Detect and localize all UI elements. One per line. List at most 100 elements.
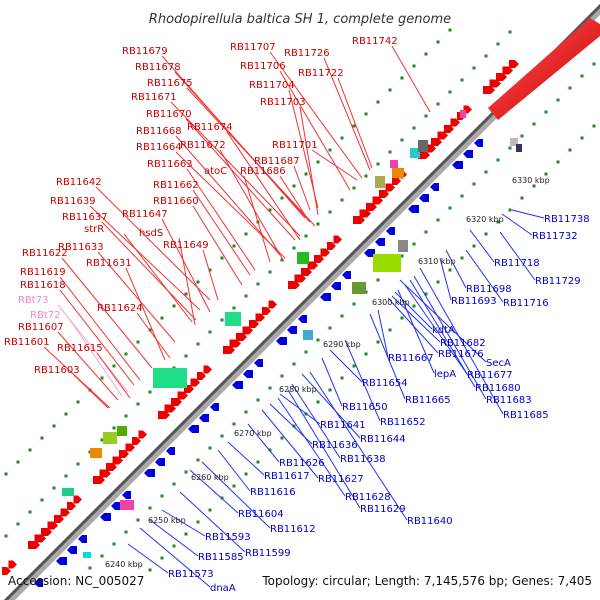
reverse-gene-arrow [188,425,199,433]
grid-dot [400,316,404,320]
grid-dot [88,566,92,570]
feature-box [117,426,127,436]
reverse-label-leader [397,289,435,374]
forward-label-leader [125,267,166,361]
forward-label-leader [219,149,284,261]
feature-box [225,312,241,326]
reverse-gene-arrow [34,579,43,587]
grid-dot [532,184,536,188]
reverse-label-leader [501,213,533,236]
reverse-gene-arrow [254,359,263,367]
grid-dot [172,544,176,548]
scale-tick-label: 6330 kbp [512,176,550,185]
scale-tick-label: 6250 kbp [148,516,186,525]
grid-dot [4,472,8,476]
forward-gene-label: RBt72 [30,310,60,321]
scale-tick-label: 6280 kbp [279,385,317,394]
grid-dot [376,162,380,166]
grid-dot [208,330,212,334]
grid-dot [256,398,260,402]
grid-dot [76,462,80,466]
grid-dot [460,256,464,260]
forward-label-leader [59,289,135,386]
forward-gene-label: RB11670 [146,109,192,120]
scale-tick-label: 6300 kbp [372,298,410,307]
reverse-gene-arrow [364,249,375,257]
grid-dot [508,146,512,150]
grid-dot [424,114,428,118]
reverse-label-leader [291,383,341,459]
grid-dot [436,280,440,284]
reverse-gene-arrow [298,315,307,323]
forward-gene-label: RB11668 [136,126,182,137]
grid-dot [64,412,68,416]
grid-dot [580,74,584,78]
reverse-gene-label: RB11616 [250,487,296,498]
forward-gene-arrow [262,307,271,315]
reverse-gene-label: RB11652 [380,417,426,428]
forward-label-leader [279,175,306,216]
forward-gene-arrow [223,346,235,354]
grid-dot [232,422,236,426]
reverse-gene-label: RB11718 [494,258,540,269]
forward-gene-label: RB11707 [230,42,276,53]
forward-gene-arrow [190,378,200,387]
forward-gene-arrow [255,313,265,322]
grid-dot [304,234,308,238]
grid-dot [220,256,224,260]
grid-dot [580,136,584,140]
reverse-gene-label: RB11729 [535,276,581,287]
grid-dot [244,472,248,476]
grid-dot [76,400,80,404]
grid-dot [124,530,128,534]
reverse-gene-label: kdtA [432,325,455,336]
feature-box [516,144,522,152]
grid-dot [592,124,596,128]
grid-dot [388,150,392,154]
forward-label-leader [337,77,373,169]
forward-label-leader [311,149,358,181]
reverse-label-leader [409,279,476,388]
forward-gene-arrow [28,541,40,549]
forward-gene-arrow [41,528,52,536]
reverse-gene-label: RB11585 [198,552,244,563]
grid-dot [508,30,512,34]
forward-gene-label: RB11647 [122,209,168,220]
reverse-label-leader [149,519,199,557]
forward-gene-arrow [437,131,448,140]
grid-dot [100,438,104,442]
forward-label-leader [243,175,271,263]
forward-gene-arrow [125,443,135,452]
forward-gene-label: RB11633 [58,242,104,253]
grid-dot [496,220,500,224]
reverse-gene-label: RB11641 [320,420,366,431]
reverse-gene-arrow [463,150,473,158]
reverse-gene-label: RB11685 [503,410,549,421]
forward-gene-label: RB11649 [163,240,209,251]
reverse-label-leader [439,257,452,301]
genome-summary-text: Topology: circular; Length: 7,145,576 bp… [261,574,592,588]
forward-gene-arrow [93,476,105,484]
forward-label-leader [97,251,176,343]
forward-gene-arrow [119,450,129,458]
reverse-label-leader [369,313,406,400]
reverse-gene-label: RB11626 [279,458,325,469]
grid-dot [568,148,572,152]
grid-dot [436,102,440,106]
grid-dot [160,494,164,498]
forward-label-leader [185,118,296,241]
forward-gene-arrow [444,125,454,133]
forward-gene-arrow [288,281,300,289]
reverse-gene-label: RB11629 [360,504,406,515]
feature-box [297,252,309,264]
reverse-gene-arrow [408,205,419,213]
reverse-gene-arrow [430,183,439,191]
reverse-gene-label: RB11650 [342,402,388,413]
forward-label-leader [192,205,243,286]
forward-gene-label: atoC [204,166,227,177]
reverse-gene-label: dnaA [210,583,236,594]
grid-dot [484,54,488,58]
grid-dot [112,426,116,430]
grid-dot [208,268,212,272]
reverse-label-leader [179,491,246,553]
